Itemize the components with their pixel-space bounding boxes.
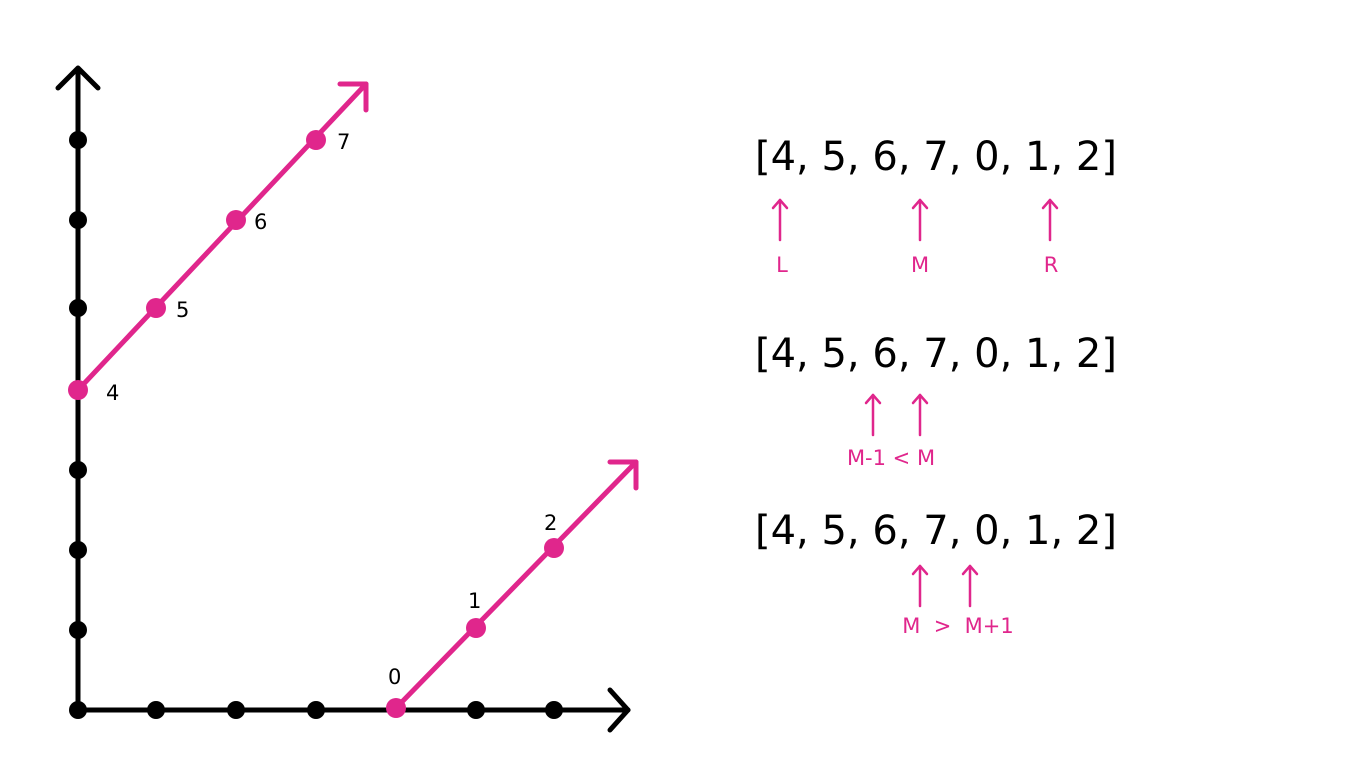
pointer-arrow-icon (911, 564, 979, 608)
pointer-label-l: L (776, 253, 788, 277)
x-dot (147, 701, 165, 719)
label-5: 5 (176, 298, 189, 322)
pointer-arrow-icon (864, 393, 929, 437)
point-4 (68, 380, 88, 400)
label-4: 4 (106, 381, 119, 405)
point-6 (226, 210, 246, 230)
y-axis-dots (69, 131, 87, 719)
comparison-caption: M-1 < M (847, 446, 935, 470)
y-dot (69, 131, 87, 149)
axes (55, 65, 631, 733)
x-axis-dots (147, 701, 563, 719)
origin-dot (69, 701, 87, 719)
lower-line (393, 459, 639, 711)
point-5 (146, 298, 166, 318)
upper-segment: 4 5 6 7 (68, 81, 369, 405)
y-dot (69, 299, 87, 317)
point-0 (386, 698, 406, 718)
lower-arrowhead (607, 459, 639, 491)
y-dot (69, 461, 87, 479)
x-dot (545, 701, 563, 719)
lower-segment: 0 1 2 (386, 459, 639, 718)
upper-arrowhead (337, 81, 369, 113)
label-1: 1 (468, 589, 481, 613)
label-7: 7 (337, 130, 350, 154)
label-0: 0 (388, 665, 401, 689)
array-row-2: [4, 5, 6, 7, 0, 1, 2] M-1 < M (755, 331, 1117, 470)
comparison-caption: M > M+1 (902, 614, 1014, 638)
label-6: 6 (254, 210, 267, 234)
array-row-3: [4, 5, 6, 7, 0, 1, 2] M > M+1 (755, 508, 1117, 638)
x-dot (227, 701, 245, 719)
y-dot (69, 541, 87, 559)
y-axis-arrowhead (55, 65, 101, 91)
x-axis-arrowhead (607, 687, 631, 733)
pointer-arrow-icon (771, 198, 1059, 242)
array-text: [4, 5, 6, 7, 0, 1, 2] (755, 331, 1117, 377)
point-7 (306, 130, 326, 150)
point-1 (466, 618, 486, 638)
y-dot (69, 621, 87, 639)
x-dot (467, 701, 485, 719)
pointer-label-m: M (911, 253, 929, 277)
array-text: [4, 5, 6, 7, 0, 1, 2] (755, 134, 1117, 180)
y-dot (69, 211, 87, 229)
label-2: 2 (544, 511, 557, 535)
array-text: [4, 5, 6, 7, 0, 1, 2] (755, 508, 1117, 554)
upper-line (75, 81, 369, 393)
pointer-label-r: R (1044, 253, 1059, 277)
array-row-1: [4, 5, 6, 7, 0, 1, 2] L M R (755, 134, 1117, 277)
point-2 (544, 538, 564, 558)
x-dot (307, 701, 325, 719)
